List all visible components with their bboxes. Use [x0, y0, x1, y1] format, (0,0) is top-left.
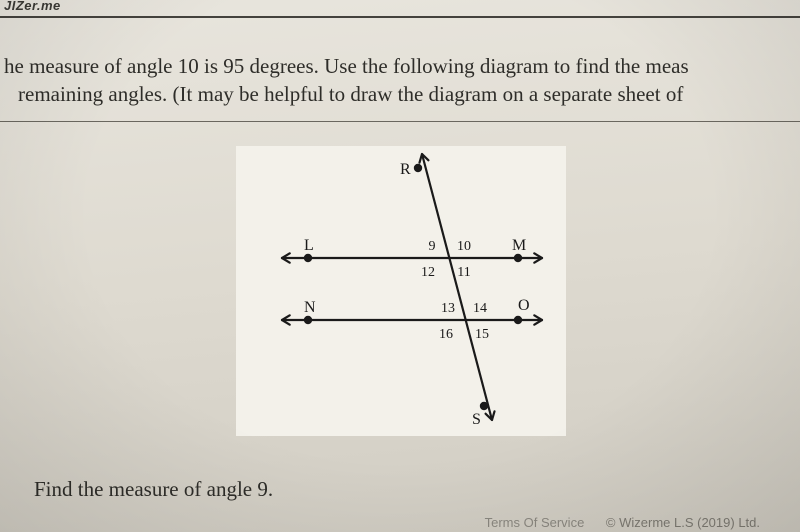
- svg-text:O: O: [518, 297, 530, 314]
- svg-text:16: 16: [439, 327, 453, 342]
- svg-text:N: N: [304, 299, 316, 316]
- svg-text:11: 11: [457, 265, 470, 280]
- svg-text:12: 12: [421, 265, 435, 280]
- header-partial-label: JIZer.me: [4, 0, 61, 13]
- svg-text:L: L: [304, 237, 314, 254]
- svg-text:14: 14: [473, 301, 487, 316]
- svg-text:15: 15: [475, 327, 489, 342]
- header-rule: JIZer.me: [0, 0, 800, 18]
- svg-text:S: S: [472, 411, 481, 428]
- problem-line-2: remaining angles. (It may be helpful to …: [4, 80, 796, 108]
- question-text: Find the measure of angle 9.: [34, 477, 273, 502]
- svg-text:10: 10: [457, 239, 471, 254]
- svg-text:M: M: [512, 237, 526, 254]
- footer-copyright: © Wizerme L.S (2019) Ltd.: [606, 515, 760, 530]
- problem-statement: he measure of angle 10 is 95 degrees. Us…: [0, 52, 800, 122]
- svg-text:13: 13: [441, 301, 455, 316]
- geometry-diagram: R L M N O S 9 10 12 11 13 14 16 15: [236, 146, 566, 436]
- footer-terms: Terms Of Service: [485, 515, 585, 530]
- problem-line-1: he measure of angle 10 is 95 degrees. Us…: [4, 52, 796, 80]
- diagram-svg: R L M N O S 9 10 12 11 13 14 16 15: [236, 146, 566, 436]
- svg-text:R: R: [400, 161, 411, 178]
- footer: Terms Of Service © Wizerme L.S (2019) Lt…: [485, 515, 760, 530]
- svg-text:9: 9: [429, 239, 436, 254]
